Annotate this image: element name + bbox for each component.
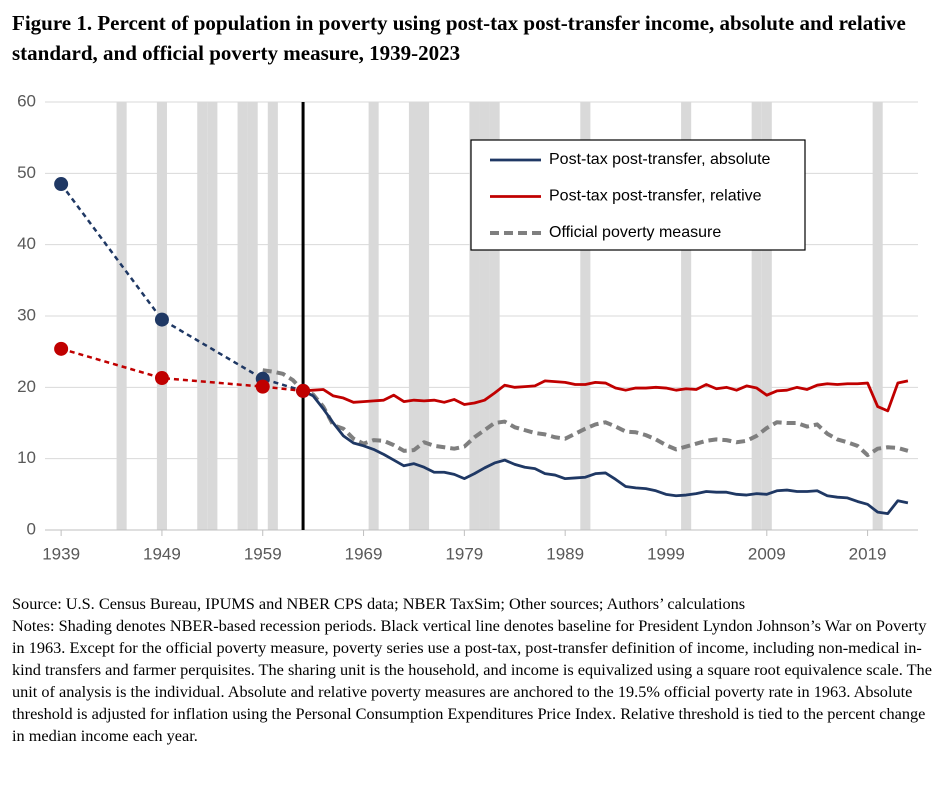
series-marker	[296, 383, 311, 398]
y-tick-label: 40	[17, 234, 36, 253]
y-tick-label: 0	[27, 519, 36, 538]
x-tick-label: 1979	[445, 544, 483, 563]
chart: 0 10 20 30 40 50 60 1939 1949 1959 1969 1979 1989 199…	[17, 91, 918, 563]
recession-band	[761, 102, 772, 530]
legend: Post-tax post-transfer, absolute Post-tax…	[470, 139, 806, 251]
series-marker	[54, 177, 69, 192]
chart-title: Figure 1. Percent of population in pover…	[12, 11, 906, 65]
series-line-dashed	[262, 368, 909, 458]
source-note: Source: U.S. Census Bureau, IPUMS and NB…	[12, 594, 746, 613]
recession-band	[116, 102, 127, 530]
recession-band	[418, 102, 430, 530]
y-tick-label: 30	[17, 305, 36, 324]
legend-label: Post-tax post-transfer, absolute	[549, 151, 771, 168]
x-tick-label: 1989	[546, 544, 584, 563]
recession-band	[681, 102, 692, 530]
series-marker	[154, 371, 169, 386]
recession-band	[489, 102, 500, 530]
recession-band	[479, 102, 490, 530]
series-line	[302, 389, 909, 515]
series-line-dashed	[60, 183, 304, 393]
x-tick-label: 1969	[345, 544, 383, 563]
series-line-dashed	[60, 347, 304, 393]
x-tick-label: 1949	[143, 544, 181, 563]
recession-band	[469, 102, 480, 530]
series-line	[302, 379, 909, 413]
recession-band	[247, 102, 258, 530]
recession-band	[872, 102, 883, 530]
x-tick-label: 1939	[42, 544, 80, 563]
x-tick-label: 1959	[244, 544, 282, 563]
y-tick-label: 60	[17, 91, 36, 110]
recession-band	[368, 102, 379, 530]
recession-band	[580, 102, 591, 530]
recession-band	[408, 102, 419, 530]
recession-band	[207, 102, 218, 530]
y-tick-label: 10	[17, 448, 36, 467]
notes: Notes: Shading denotes NBER-based recess…	[12, 616, 932, 745]
recession-band	[751, 102, 762, 530]
y-tick-label: 20	[17, 377, 36, 396]
x-tick-label: 2019	[849, 544, 887, 563]
recession-band	[237, 102, 248, 530]
x-tick-label: 1999	[647, 544, 685, 563]
legend-label: Post-tax post-transfer, relative	[549, 188, 762, 205]
series-marker	[54, 341, 69, 356]
recession-band	[267, 102, 278, 530]
legend-label: Official poverty measure	[549, 224, 721, 241]
y-tick-label: 50	[17, 163, 36, 182]
x-tick-label: 2009	[748, 544, 786, 563]
series-marker	[154, 312, 169, 327]
series-marker	[255, 379, 270, 394]
recession-band	[197, 102, 208, 530]
